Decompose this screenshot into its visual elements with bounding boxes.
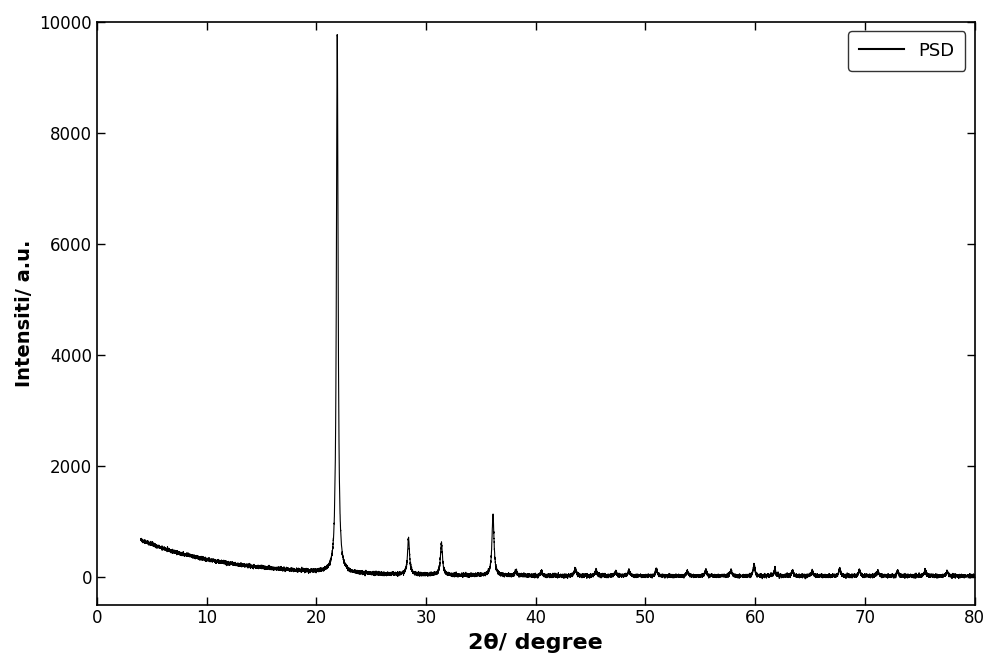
X-axis label: 2θ/ degree: 2θ/ degree	[468, 633, 603, 653]
Legend: PSD: PSD	[848, 31, 965, 71]
Y-axis label: Intensiti/ a.u.: Intensiti/ a.u.	[15, 240, 34, 387]
